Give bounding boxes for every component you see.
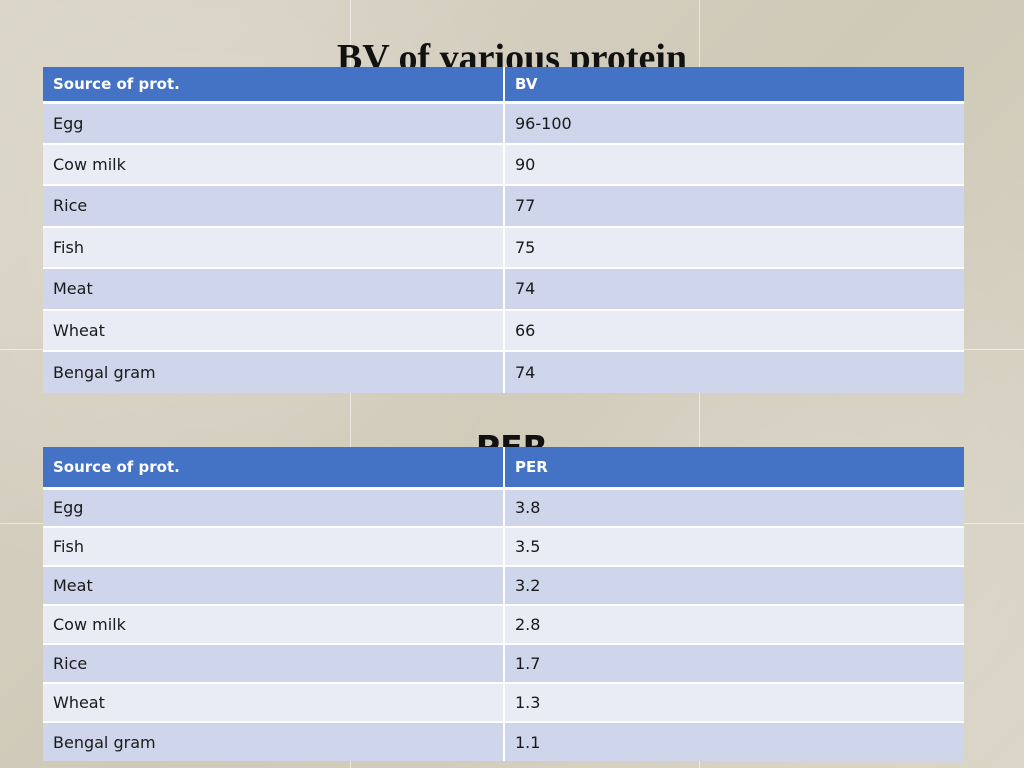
cell-source: Egg <box>43 101 505 144</box>
cell-value: 90 <box>504 142 964 185</box>
table-row: Cow milk 2.8 <box>43 604 964 644</box>
table-row: Wheat 1.3 <box>43 682 964 722</box>
table-row: Fish 3.5 <box>43 526 964 566</box>
cell-value: 74 <box>504 350 964 393</box>
cell-value: 3.2 <box>504 565 964 605</box>
cell-value: 1.1 <box>504 721 964 761</box>
bv-table: Source of prot. BV Egg 96-100 Cow milk 9… <box>43 67 964 393</box>
table-row: Meat 74 <box>43 267 964 310</box>
cell-value: 77 <box>504 184 964 227</box>
cell-source: Rice <box>43 184 505 227</box>
cell-value: 75 <box>504 225 964 268</box>
cell-source: Bengal gram <box>43 350 505 393</box>
table-row: Egg 3.8 <box>43 487 964 527</box>
cell-source: Wheat <box>43 308 505 351</box>
table-row: Wheat 66 <box>43 308 964 351</box>
table-row: Rice 77 <box>43 184 964 227</box>
column-header-source: Source of prot. <box>43 67 505 104</box>
cell-source: Meat <box>43 565 505 605</box>
table-row: Cow milk 90 <box>43 142 964 185</box>
column-header-per: PER <box>504 447 964 490</box>
cell-source: Egg <box>43 487 505 527</box>
per-table: Source of prot. PER Egg 3.8 Fish 3.5 Mea… <box>43 447 964 761</box>
table-row: Meat 3.2 <box>43 565 964 605</box>
table-row: Bengal gram 1.1 <box>43 721 964 761</box>
cell-source: Bengal gram <box>43 721 505 761</box>
cell-source: Fish <box>43 225 505 268</box>
table-row: Rice 1.7 <box>43 643 964 683</box>
cell-source: Meat <box>43 267 505 310</box>
table-header-row: Source of prot. PER <box>43 447 964 490</box>
cell-source: Rice <box>43 643 505 683</box>
column-header-bv: BV <box>504 67 964 104</box>
cell-value: 96-100 <box>504 101 964 144</box>
cell-value: 2.8 <box>504 604 964 644</box>
cell-source: Wheat <box>43 682 505 722</box>
table-row: Fish 75 <box>43 225 964 268</box>
table-header-row: Source of prot. BV <box>43 67 964 104</box>
cell-value: 66 <box>504 308 964 351</box>
cell-source: Cow milk <box>43 142 505 185</box>
cell-source: Cow milk <box>43 604 505 644</box>
cell-value: 3.5 <box>504 526 964 566</box>
column-header-source: Source of prot. <box>43 447 505 490</box>
cell-value: 74 <box>504 267 964 310</box>
table-row: Egg 96-100 <box>43 101 964 144</box>
table-row: Bengal gram 74 <box>43 350 964 393</box>
cell-value: 1.7 <box>504 643 964 683</box>
cell-value: 3.8 <box>504 487 964 527</box>
cell-value: 1.3 <box>504 682 964 722</box>
cell-source: Fish <box>43 526 505 566</box>
